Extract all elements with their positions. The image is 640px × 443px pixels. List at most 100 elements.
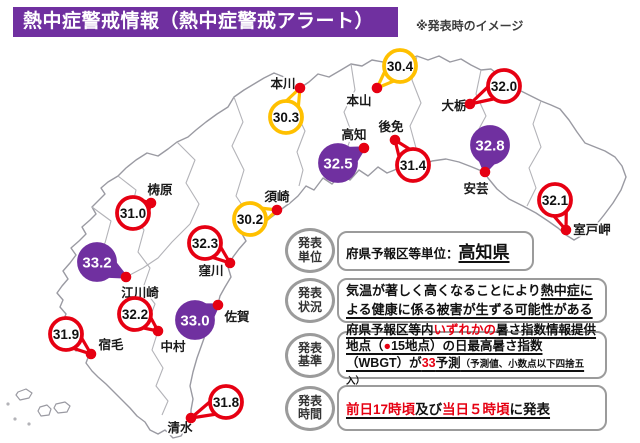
station-label: 梼原 bbox=[147, 182, 173, 197]
basis-small-note: （予測値、小数点以下四捨五入） bbox=[346, 358, 585, 387]
station-dot bbox=[294, 82, 306, 94]
wbgt-bubble bbox=[470, 125, 510, 165]
station-dot bbox=[479, 166, 491, 178]
station-label: 高知 bbox=[341, 127, 366, 142]
info-row-basis: 発表 基準 府県予報区等内いずれかの暑さ指数情報提供地点（●15地点）の日最高暑… bbox=[285, 323, 607, 387]
wbgt-value: 30.2 bbox=[237, 212, 263, 227]
station-label: 中村 bbox=[160, 339, 186, 354]
status-emphasis: 熱中症による健康に係る被害が生ずる可能性がある bbox=[346, 282, 593, 317]
wbgt-value: 30.3 bbox=[273, 110, 300, 125]
station-label: 清水 bbox=[167, 420, 193, 435]
info-row-status: 発表 状況 気温が著しく高くなることにより熱中症による健康に係る被害が生ずる可能… bbox=[285, 278, 607, 323]
wbgt-value: 32.5 bbox=[323, 156, 352, 173]
wbgt-bubble bbox=[486, 68, 522, 104]
wbgt-value: 31.0 bbox=[120, 206, 146, 221]
wbgt-bubble bbox=[208, 384, 244, 420]
basis-dot-icon: ● bbox=[383, 339, 392, 354]
wbgt-bubble bbox=[77, 242, 117, 282]
wbgt-value: 33.0 bbox=[180, 313, 209, 330]
basis-text-1: 府県予報区等内 bbox=[346, 322, 434, 337]
station-dot bbox=[120, 271, 132, 283]
row-content-status: 気温が著しく高くなることにより熱中症による健康に係る被害が生ずる可能性がある bbox=[337, 278, 607, 323]
row-content-basis: 府県予報区等内いずれかの暑さ指数情報提供地点（●15地点）の日最高暑さ指数（WB… bbox=[337, 323, 607, 387]
station-label: 室戸岬 bbox=[573, 222, 611, 237]
wbgt-bubble bbox=[115, 195, 151, 231]
row-content-unit: 府県予報区等単位：高知県 bbox=[337, 230, 534, 271]
station-label: 本川 bbox=[270, 76, 295, 91]
unit-text: 府県予報区等単位： bbox=[346, 247, 459, 261]
station-label: 大栃 bbox=[441, 98, 467, 113]
row-label-line2: 時間 bbox=[297, 407, 322, 421]
wbgt-value: 31.8 bbox=[213, 395, 240, 410]
station-label: 佐賀 bbox=[223, 309, 250, 324]
basis-red-33: 33 bbox=[421, 355, 436, 370]
station-dot bbox=[464, 98, 476, 110]
station-label: 後免 bbox=[378, 119, 404, 134]
wbgt-value: 31.4 bbox=[400, 158, 427, 173]
wbgt-value: 32.2 bbox=[122, 307, 148, 322]
wbgt-bubble bbox=[117, 296, 153, 332]
info-row-unit: 発表 単位 府県予報区等単位：高知県 bbox=[285, 228, 534, 273]
station-dot bbox=[358, 142, 370, 154]
row-label-unit: 発表 単位 bbox=[285, 228, 335, 273]
row-label-line2: 状況 bbox=[297, 299, 322, 314]
wbgt-bubble bbox=[268, 99, 304, 135]
wbgt-value: 32.8 bbox=[475, 138, 504, 155]
station-dot bbox=[85, 348, 97, 360]
row-label-basis: 発表 基準 bbox=[285, 332, 335, 378]
station-label: 安芸 bbox=[463, 181, 489, 196]
row-label-time: 発表 時間 bbox=[285, 385, 335, 431]
wbgt-bubble bbox=[48, 316, 84, 352]
wbgt-value: 32.0 bbox=[491, 79, 517, 94]
unit-prefecture: 高知県 bbox=[458, 243, 510, 262]
station-label: 須崎 bbox=[263, 189, 290, 204]
wbgt-bubble bbox=[395, 147, 431, 183]
station-label: 本山 bbox=[346, 93, 371, 108]
wbgt-value: 32.1 bbox=[542, 193, 569, 208]
wbgt-bubble bbox=[232, 201, 268, 237]
wbgt-bubble bbox=[537, 182, 573, 218]
station-dot bbox=[185, 412, 197, 424]
wbgt-bubble bbox=[175, 300, 215, 340]
title-note: ※発表時のイメージ bbox=[416, 19, 524, 33]
basis-red-any: いずれかの bbox=[433, 322, 497, 337]
page-title: 熱中症警戒情報（熱中症警戒アラート） bbox=[13, 7, 398, 37]
wbgt-value: 30.4 bbox=[387, 59, 414, 74]
row-label-status: 発表 状況 bbox=[285, 278, 335, 323]
basis-text-3: 15地点）の日最高暑さ指数（WBGT）が bbox=[346, 339, 543, 370]
wbgt-value: 33.2 bbox=[82, 255, 111, 272]
row-label-line2: 単位 bbox=[297, 249, 322, 264]
station-label: 窪川 bbox=[198, 263, 223, 278]
row-label-line1: 発表 bbox=[297, 393, 322, 408]
station-dot bbox=[212, 299, 224, 311]
basis-text-4: 予測 bbox=[435, 355, 461, 370]
wbgt-value: 32.3 bbox=[192, 236, 219, 251]
station-dots-layer bbox=[85, 82, 572, 424]
time-red-sameday: 当日５時頃 bbox=[442, 402, 510, 417]
status-text: 気温が著しく高くなることにより bbox=[346, 282, 541, 298]
wbgt-bubble bbox=[382, 48, 418, 84]
station-dot bbox=[371, 82, 383, 94]
station-dot bbox=[271, 204, 283, 216]
station-dot bbox=[224, 257, 236, 269]
station-label: 宿毛 bbox=[98, 337, 124, 352]
station-dot bbox=[560, 224, 572, 236]
wbgt-bubble bbox=[187, 225, 223, 261]
row-label-line1: 発表 bbox=[297, 286, 322, 301]
row-content-time: 前日17時頃及び当日５時頃に発表 bbox=[337, 385, 607, 431]
wbgt-value: 31.9 bbox=[53, 327, 79, 342]
row-label-line2: 基準 bbox=[297, 354, 322, 368]
time-text-announce: に発表 bbox=[509, 402, 551, 417]
wbgt-bubble bbox=[318, 143, 358, 183]
basis-text-2: 暑さ指数情報提供地点（ bbox=[346, 322, 597, 354]
info-row-time: 発表 時間 前日17時頃及び当日５時頃に発表 bbox=[285, 385, 607, 431]
station-dot bbox=[145, 197, 157, 209]
time-red-prevday: 前日17時頃 bbox=[346, 402, 416, 417]
time-text-and: 及び bbox=[415, 402, 443, 417]
row-label-line1: 発表 bbox=[297, 236, 322, 251]
station-dot bbox=[389, 134, 401, 146]
wbgt-bubbles-layer: 30.3 30.4 32.0 32.5 31.4 32.8 31.0 30.2 32.3 33.2… bbox=[48, 48, 573, 420]
station-dot bbox=[152, 325, 164, 337]
